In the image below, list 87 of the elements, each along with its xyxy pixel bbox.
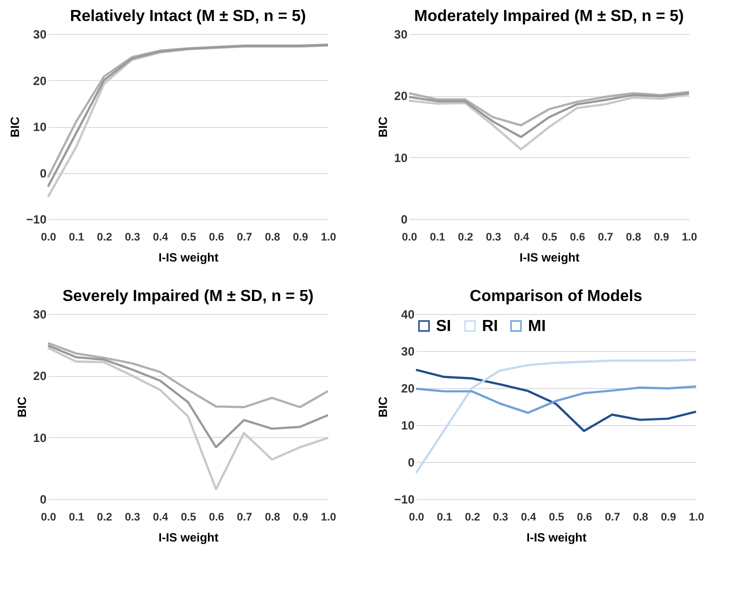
x-tick-label: 1.0: [688, 512, 704, 524]
line-series: [414, 385, 698, 414]
x-tick-label: 0.2: [96, 512, 112, 524]
x-axis-title: I-IS weight: [158, 250, 219, 264]
x-tick-label: 1.0: [682, 232, 698, 244]
y-tick-label: 30: [394, 28, 408, 42]
legend-label: MI: [528, 318, 546, 335]
x-tick-label: 0.7: [236, 232, 252, 244]
line-series: [414, 368, 698, 432]
x-tick-label: 0.8: [264, 232, 280, 244]
y-tick-label: 40: [401, 308, 415, 322]
x-tick-label: 0.7: [598, 232, 614, 244]
x-tick-label: 0.3: [124, 232, 140, 244]
y-tick-label: 20: [33, 369, 47, 384]
x-tick-label: 0.9: [660, 512, 676, 524]
line-series: [46, 346, 330, 490]
x-tick-label: 0.4: [520, 512, 538, 524]
x-tick-label: 0.7: [604, 512, 620, 524]
line-series: [408, 92, 690, 138]
x-tick-label: 1.0: [320, 512, 336, 524]
x-tick-label: 0.9: [292, 232, 308, 244]
y-tick-label: 0: [40, 492, 47, 506]
x-tick-label: 0.1: [430, 232, 446, 244]
legend-label: SI: [436, 318, 452, 335]
y-tick-label: 10: [394, 150, 408, 165]
chart-title: Comparison of Models: [470, 288, 642, 305]
y-tick-label: 0: [40, 166, 47, 180]
x-tick-label: 0.4: [514, 232, 530, 244]
x-tick-label: 0.0: [40, 512, 56, 524]
x-tick-label: 0.3: [486, 232, 502, 244]
y-axis-title: BIC: [376, 116, 390, 138]
x-tick-label: 0.0: [408, 512, 424, 524]
legend-label: RI: [482, 318, 498, 335]
x-tick-label: 0.6: [208, 232, 224, 244]
y-tick-label: 30: [33, 28, 47, 42]
x-tick-label: 0.5: [542, 232, 558, 244]
x-tick-label: 1.0: [320, 232, 336, 244]
x-tick-label: 0.2: [464, 512, 480, 524]
y-tick-label: 0: [408, 456, 415, 470]
line-series: [46, 344, 330, 448]
x-tick-label: 0.1: [436, 512, 452, 524]
line-series: [408, 93, 690, 150]
x-tick-label: 0.1: [68, 232, 84, 244]
x-tick-label: 0.8: [626, 232, 642, 244]
x-tick-label: 0.5: [180, 512, 196, 524]
chart-title: Severely Impaired (M ± SD, n = 5): [62, 288, 314, 305]
x-tick-label: 0.6: [208, 512, 224, 524]
line-series: [414, 358, 698, 474]
y-axis-title: BIC: [15, 396, 30, 418]
x-tick-label: 0.2: [458, 232, 474, 244]
chart-title: Relatively Intact (M ± SD, n = 5): [70, 8, 306, 25]
x-tick-label: 0.0: [402, 232, 418, 244]
y-tick-label: 10: [401, 418, 415, 432]
x-axis-title: I-IS weight: [520, 250, 580, 264]
x-tick-label: 0.1: [68, 512, 84, 524]
y-tick-label: 10: [33, 430, 47, 445]
x-tick-label: 0.4: [152, 512, 170, 524]
y-tick-label: −10: [394, 492, 415, 506]
chart-title: Moderately Impaired (M ± SD, n = 5): [414, 8, 684, 25]
x-axis-title: I-IS weight: [526, 530, 587, 544]
x-tick-label: 0.5: [180, 232, 196, 244]
y-tick-label: 20: [33, 74, 47, 88]
y-tick-label: −10: [26, 212, 47, 226]
x-tick-label: 0.8: [264, 512, 280, 524]
y-tick-label: 30: [33, 308, 47, 322]
y-axis-title: BIC: [376, 396, 390, 418]
x-tick-label: 0.6: [570, 232, 586, 244]
x-axis-title: I-IS weight: [158, 530, 219, 544]
x-tick-label: 0.3: [124, 512, 140, 524]
line-series: [46, 342, 330, 408]
x-tick-label: 0.9: [292, 512, 308, 524]
y-tick-label: 20: [394, 89, 408, 104]
y-tick-label: 20: [401, 382, 415, 396]
y-tick-label: 0: [400, 212, 408, 226]
x-tick-label: 0.4: [152, 232, 170, 244]
x-tick-label: 0.9: [654, 232, 670, 244]
x-tick-label: 0.5: [548, 512, 564, 524]
x-tick-label: 0.6: [576, 512, 592, 524]
x-tick-label: 0.8: [632, 512, 648, 524]
y-tick-label: 10: [33, 120, 47, 134]
y-tick-label: 30: [401, 344, 415, 358]
line-series: [408, 90, 690, 126]
x-tick-label: 0.2: [96, 232, 112, 244]
x-tick-label: 0.0: [40, 232, 56, 244]
y-axis-title: BIC: [8, 116, 22, 138]
x-tick-label: 0.7: [236, 512, 252, 524]
x-tick-label: 0.3: [492, 512, 508, 524]
